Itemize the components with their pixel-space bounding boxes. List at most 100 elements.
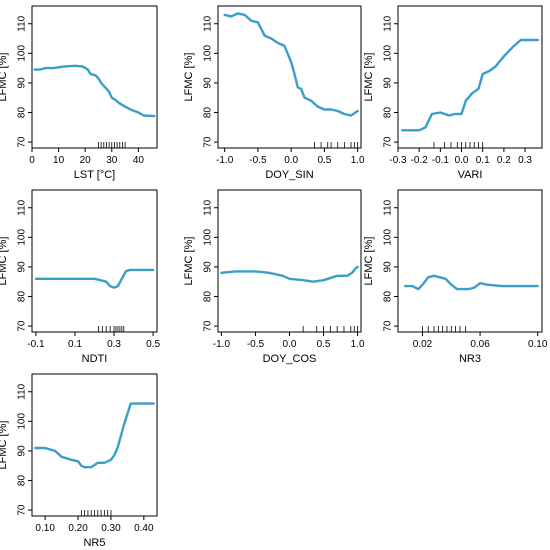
y-tick-label: 100 [17,413,28,430]
x-tick-label: 0.20 [68,523,88,534]
x-tick-label: 0.30 [101,523,121,534]
y-axis-label: LFMC [%] [363,237,375,286]
dependence-line [404,274,539,291]
y-tick-label: 90 [17,77,28,89]
y-tick-label: 80 [17,291,28,303]
y-tick-label: 110 [17,199,28,215]
x-tick-label: 0.5 [317,339,331,350]
dependence-line [401,38,539,132]
chart-panel-4: 70 80 90 100 110 -0.1 0.1 0.3 0.5 NDTI LFMC [%] [0,189,160,365]
y-tick-label: 110 [17,15,28,31]
x-tick-label: 0.10 [528,339,548,350]
x-tick-label: 0.5 [317,155,331,166]
x-tick-label: 0.1 [68,339,82,350]
y-tick-label: 90 [203,77,214,89]
chart-panel-6: 70 80 90 100 110 0.02 0.06 0.10 NR3 LFMC [%] [363,189,548,365]
y-tick-label: 100 [383,229,394,246]
x-tick-label: -0.5 [249,155,267,166]
y-axis-label: LFMC [%] [0,421,9,470]
x-tick-label: 0.0 [455,155,469,166]
x-tick-label: 0.0 [284,155,298,166]
y-tick-label: 110 [203,15,214,31]
x-tick-label: -0.1 [432,155,450,166]
plot-frame [397,5,543,149]
y-tick-label: 90 [383,77,394,89]
x-axis-label: NDTI [82,353,108,365]
y-tick-label: 70 [203,320,214,332]
x-tick-label: 0.5 [146,339,160,350]
x-tick-label: 40 [133,155,145,166]
y-axis-label: LFMC [%] [0,237,9,286]
x-axis-label: LST [°C] [74,169,116,181]
x-axis-label: DOY_COS [263,353,317,365]
y-axis-label: LFMC [%] [363,53,375,102]
dependence-line [223,12,359,117]
chart-panel-5: 70 80 90 100 110 -1.0 -0.5 0.0 0.5 1.0 DOY_COS LFMC… [183,189,365,365]
y-tick-label: 100 [203,229,214,246]
chart-panel-2: 70 80 90 100 110 -1.0 -0.5 0.0 0.5 1.0 DOY_SIN LFMC… [183,5,365,181]
dependence-line [34,402,155,469]
y-axis-label: LFMC [%] [183,53,195,102]
y-tick-label: 100 [17,229,28,246]
y-tick-label: 90 [203,261,214,273]
plot-frame [217,189,362,333]
x-tick-label: 0.40 [134,523,154,534]
y-tick-label: 80 [17,107,28,119]
y-tick-label: 100 [383,45,394,62]
y-tick-label: 80 [383,291,394,303]
dependence-line [220,265,359,283]
y-tick-label: 70 [17,504,28,516]
chart-panel-7: 70 80 90 100 110 0.10 0.20 0.30 0.40 NR5 LFMC [%] [0,373,158,549]
x-tick-label: 0.06 [470,339,490,350]
x-axis-label: VARI [458,169,483,181]
y-tick-label: 70 [203,136,214,148]
y-tick-label: 110 [383,15,394,31]
y-tick-label: 70 [383,320,394,332]
y-tick-label: 80 [203,291,214,303]
chart-panel-1: 70 80 90 100 110 0 10 20 30 40 LST [°C] LFMC [%] [0,5,158,181]
x-tick-label: -1.0 [216,155,234,166]
x-tick-label: -0.3 [389,155,407,166]
x-tick-label: 10 [53,155,65,166]
x-tick-label: 0.3 [518,155,532,166]
x-tick-label: 30 [106,155,118,166]
x-tick-label: 0.02 [413,339,433,350]
y-axis-label: LFMC [%] [183,237,195,286]
x-tick-label: -1.0 [213,339,231,350]
y-tick-label: 80 [203,107,214,119]
y-tick-label: 70 [17,136,28,148]
y-tick-label: 80 [383,107,394,119]
x-tick-label: 0.0 [283,339,297,350]
x-tick-label: 0 [29,155,35,166]
plot-frame [397,189,543,333]
x-tick-label: 0.3 [107,339,121,350]
x-tick-label: -0.5 [247,339,265,350]
x-axis-label: NR3 [459,353,481,365]
x-tick-label: 0.10 [35,523,55,534]
y-tick-label: 90 [383,261,394,273]
y-tick-label: 70 [17,320,28,332]
x-tick-label: 0.2 [497,155,511,166]
x-tick-label: 20 [80,155,92,166]
y-tick-label: 70 [383,136,394,148]
y-tick-label: 90 [17,445,28,457]
x-tick-label: -0.1 [27,339,45,350]
chart-panel-3: 70 80 90 100 110 -0.3 -0.2 -0.1 0.0 0.1 0.2 0.3 VARI… [363,5,543,181]
y-tick-label: 100 [17,45,28,62]
x-tick-label: 1.0 [351,339,365,350]
y-tick-label: 100 [203,45,214,62]
y-axis-label: LFMC [%] [0,53,9,102]
x-tick-label: -0.2 [411,155,429,166]
plot-frame [217,5,362,149]
y-tick-label: 110 [383,199,394,215]
dependence-line [34,268,155,289]
x-tick-label: 0.1 [476,155,490,166]
y-tick-label: 90 [17,261,28,273]
plot-frame [31,373,158,517]
y-tick-label: 110 [17,383,28,399]
x-tick-label: 1.0 [351,155,365,166]
x-axis-label: NR5 [83,537,105,549]
x-axis-label: DOY_SIN [265,169,313,181]
y-tick-label: 110 [203,199,214,215]
